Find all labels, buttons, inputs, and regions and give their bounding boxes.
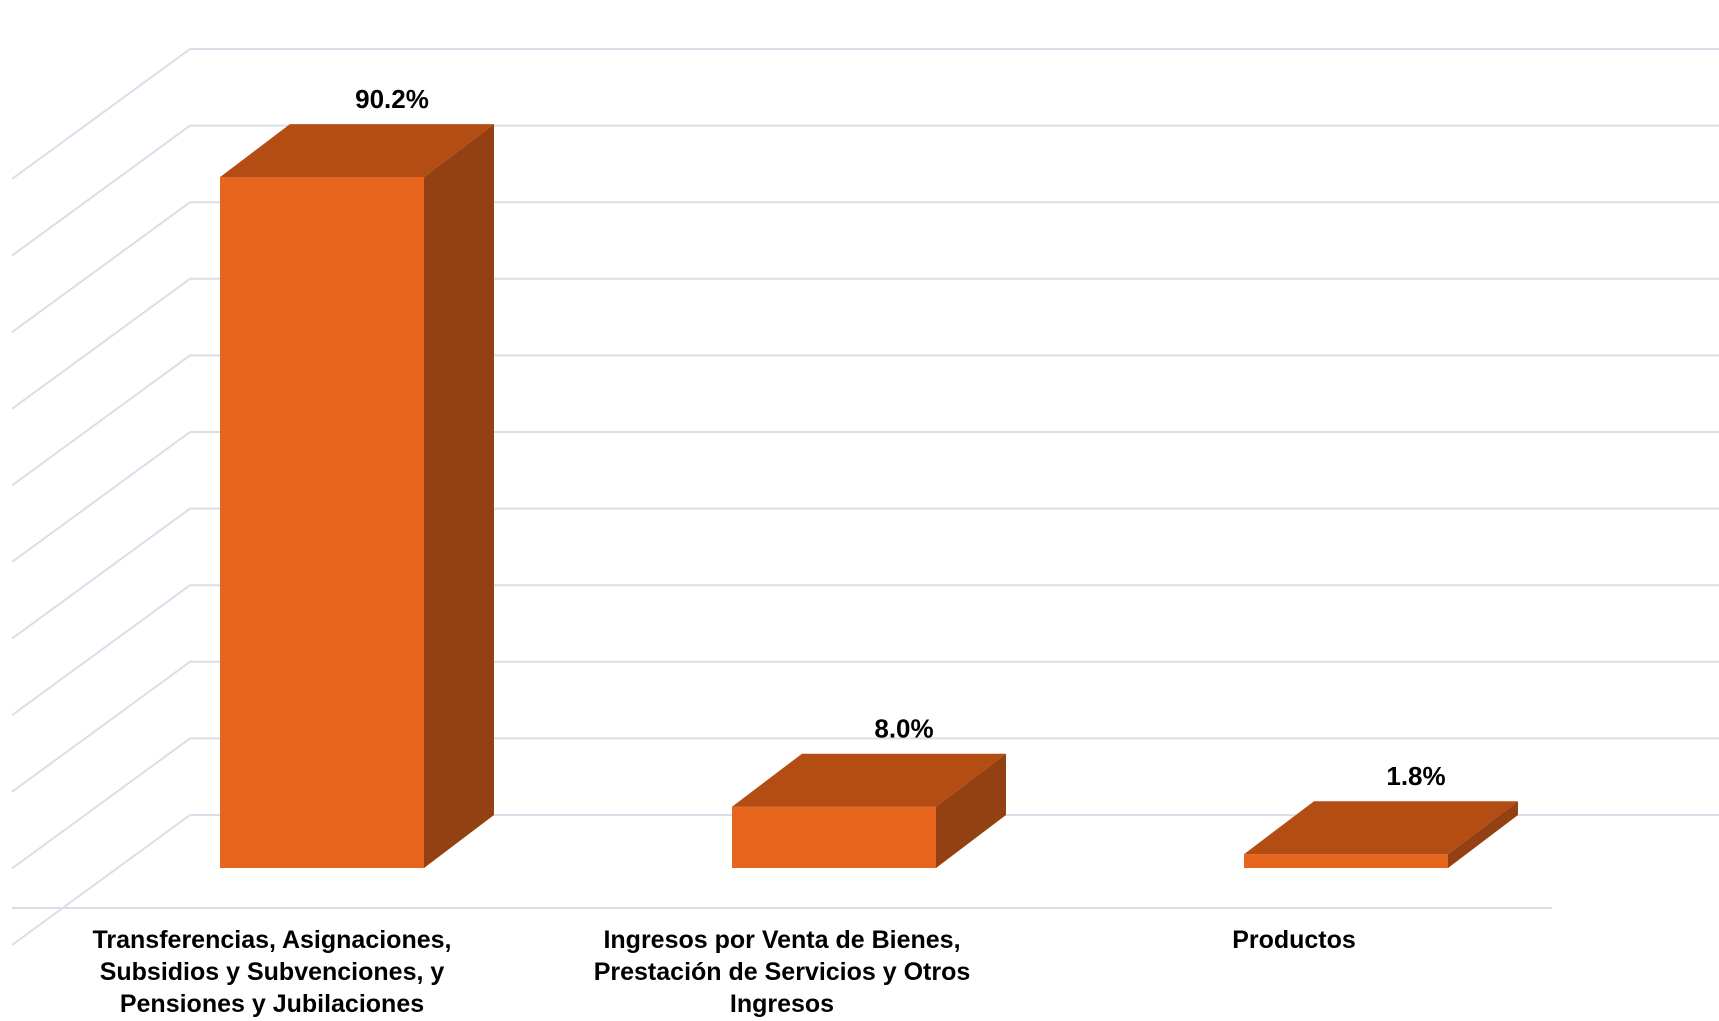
bar-side bbox=[936, 753, 1006, 868]
category-label-1-line-3: Pensiones y Jubilaciones bbox=[119, 990, 425, 1018]
data-labels: 90.2% 8.0% 1.8% bbox=[355, 84, 1446, 791]
bar-side bbox=[424, 124, 494, 869]
category-label-2-line-3: Ingresos bbox=[729, 990, 835, 1018]
gridline-diagonal bbox=[11, 737, 191, 870]
gridline-diagonal bbox=[11, 277, 191, 410]
bar-front bbox=[1244, 854, 1448, 868]
data-label-1: 90.2% bbox=[355, 84, 429, 114]
gridline-diagonal bbox=[11, 354, 191, 487]
category-label-1-line-1: Transferencias, Asignaciones, bbox=[92, 926, 452, 954]
gridline-diagonal bbox=[11, 660, 191, 793]
bar-2 bbox=[732, 753, 1006, 868]
gridline-diagonal bbox=[11, 507, 191, 640]
data-label-3: 1.8% bbox=[1386, 761, 1445, 791]
bars bbox=[220, 124, 1518, 869]
gridline-diagonal bbox=[11, 431, 191, 563]
data-label-2: 8.0% bbox=[874, 714, 933, 744]
category-label-1: Transferencias, Asignaciones, Subsidios … bbox=[42, 924, 502, 1020]
bar-top bbox=[732, 753, 1006, 807]
gridline-diagonal bbox=[11, 814, 191, 946]
bar-side bbox=[1448, 801, 1518, 868]
gridline-diagonal bbox=[11, 584, 191, 717]
bar-top bbox=[220, 124, 494, 178]
bar-1 bbox=[220, 124, 494, 869]
bar-front bbox=[220, 177, 424, 868]
category-label-1-line-2: Subsidios y Subvenciones, y bbox=[99, 958, 445, 986]
category-label-3: Productos bbox=[1064, 924, 1524, 956]
category-label-2: Ingresos por Venta de Bienes, Prestación… bbox=[552, 924, 1012, 1020]
gridline-diagonal bbox=[11, 201, 191, 334]
bar-3 bbox=[1244, 801, 1518, 868]
gridline-diagonal bbox=[11, 48, 191, 180]
category-label-2-line-2: Prestación de Servicios y Otros bbox=[593, 958, 971, 986]
category-label-2-line-1: Ingresos por Venta de Bienes, bbox=[603, 926, 961, 954]
gridline-diagonal bbox=[11, 124, 191, 257]
category-label-3-line-1: Productos bbox=[1232, 926, 1356, 954]
bar-top bbox=[1244, 801, 1518, 855]
bar-front bbox=[732, 806, 936, 868]
